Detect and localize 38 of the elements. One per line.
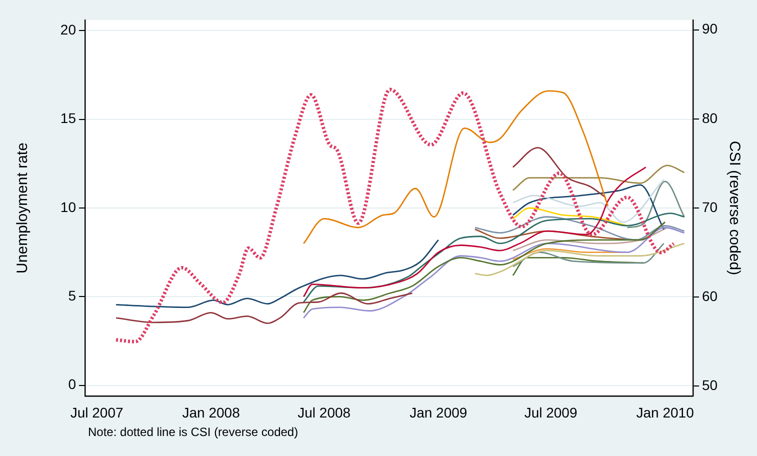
y2-tick-label: 50 (702, 377, 718, 394)
text: Note: dotted line is CSI (reverse coded) (88, 425, 298, 439)
line-series (512, 256, 644, 276)
x-tick-label: Jul 2008 (298, 404, 351, 420)
line-series (474, 216, 686, 241)
line-series (474, 242, 686, 276)
line-series (115, 292, 413, 324)
y2-tick-label: 80 (702, 110, 718, 126)
line-series (302, 166, 646, 298)
line-series (512, 226, 668, 252)
line-series (302, 221, 666, 314)
line-series (512, 164, 686, 191)
line-series (114, 88, 676, 344)
x-tick-label: Jan 2010 (636, 404, 694, 420)
line-series (512, 207, 628, 226)
y-tick-label: 20 (60, 22, 76, 38)
line-series (302, 212, 686, 303)
x-tick-label: Jan 2008 (182, 404, 240, 420)
x-tick-label: Jul 2007 (70, 404, 124, 420)
line-series (512, 184, 665, 230)
line-series (302, 90, 609, 244)
line-series (626, 180, 686, 228)
y-tick-label: 0 (68, 376, 76, 392)
line-series (512, 147, 606, 198)
y2-tick-label: 60 (702, 288, 718, 304)
line-series (512, 242, 665, 268)
y-tick-label: 5 (68, 288, 76, 304)
line-series (302, 226, 686, 319)
line-series (115, 239, 440, 308)
x-tick-label: Jan 2009 (410, 404, 468, 420)
y2-tick-label: 90 (702, 20, 718, 37)
x-tick-label: Jul 2009 (524, 404, 578, 420)
line-series (512, 178, 665, 223)
y-tick-label: 10 (60, 198, 76, 215)
y-tick-label: 15 (60, 110, 76, 126)
y2-tick-label: 70 (702, 198, 718, 215)
y-axis-title: Unemployment rate (14, 142, 32, 274)
y2-axis-title: CSI (reverse coded) (726, 140, 743, 276)
